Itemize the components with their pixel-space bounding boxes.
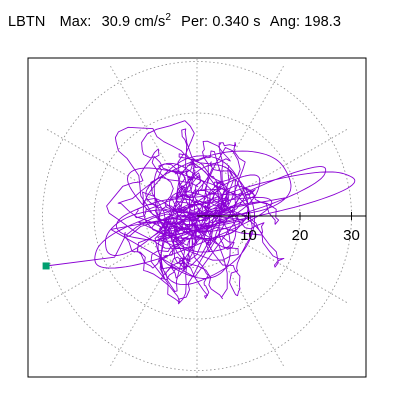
- grid-spoke-240: [109, 260, 172, 368]
- grid-spoke-300: [222, 260, 285, 368]
- grid-spoke-120: [109, 64, 172, 172]
- grid-spoke-60: [222, 64, 285, 172]
- angle-label: Ang:: [269, 14, 301, 30]
- period-value: 0.340 s: [212, 14, 261, 30]
- period-label: Per:: [181, 14, 209, 30]
- chart-header: LBTN Max: 30.9 cm/s2 Per: 0.340 s Ang: 1…: [8, 12, 342, 31]
- grid-spoke-150: [45, 128, 153, 191]
- grid-spoke-210: [45, 241, 153, 304]
- orbit-path: [46, 120, 356, 305]
- max-value: 30.9: [101, 14, 131, 30]
- radial-axis: 10 20 30: [197, 212, 366, 244]
- max-label: Max:: [59, 14, 92, 30]
- max-unit-base: cm/s: [134, 14, 166, 30]
- grid-spoke-30: [241, 128, 349, 191]
- max-unit-exponent: 2: [165, 12, 172, 23]
- plot-frame: [27, 57, 367, 378]
- station-code: LBTN: [8, 14, 46, 30]
- end-marker: [42, 262, 50, 270]
- marker-layer: [42, 262, 50, 270]
- orbit-trace: [46, 120, 356, 305]
- radial-tick-label-10: 10: [240, 227, 257, 244]
- max-unit: cm/s2: [134, 12, 172, 31]
- angle-value: 198.3: [304, 14, 342, 30]
- grid-spoke-330: [241, 241, 349, 304]
- radial-tick-label-30: 30: [343, 227, 360, 244]
- radial-tick-label-20: 20: [292, 227, 309, 244]
